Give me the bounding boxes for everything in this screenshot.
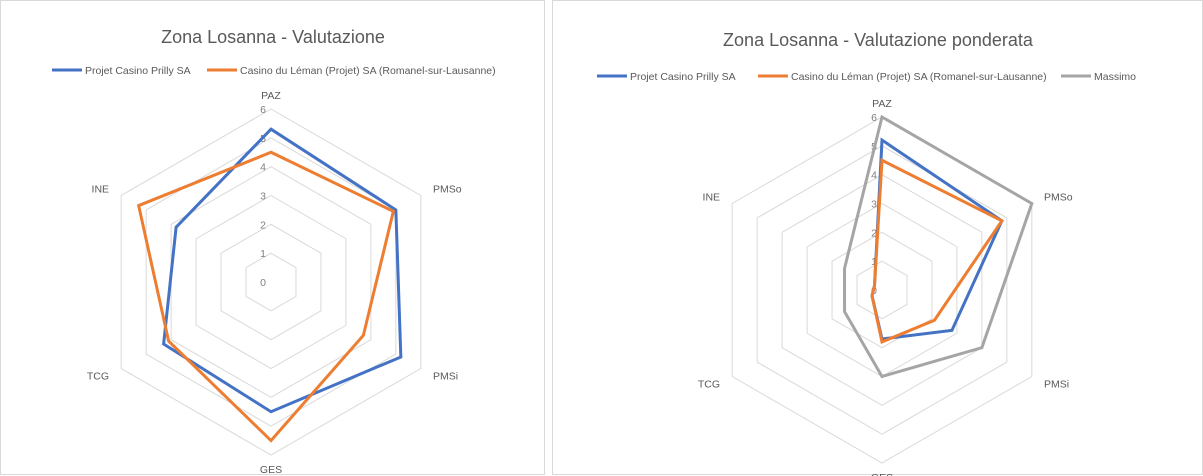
tick-label: 6 [871, 112, 877, 124]
tick-label: 4 [871, 170, 877, 182]
axis-label-pmso: PMSo [1044, 192, 1073, 204]
grid-ring-4 [170, 166, 372, 398]
radar-chart-panel-valutazione: Zona Losanna - Valutazione Projet Casino… [0, 0, 545, 476]
chart-legend: Projet Casino Prilly SA Casino du Léman … [52, 65, 496, 77]
grid-ring-2 [831, 231, 933, 349]
chart-title: Zona Losanna - Valutazione [161, 27, 385, 47]
axis-label-pmsi: PMSi [433, 371, 458, 383]
axis-label-tcg: TCG [87, 371, 109, 383]
tick-label: 1 [260, 248, 266, 260]
grid-ring-6 [120, 108, 422, 456]
radar-chart-valutazione: Zona Losanna - Valutazione Projet Casino… [52, 27, 496, 476]
tick-label: 1 [871, 256, 877, 268]
legend-label-massimo: Massimo [1094, 71, 1136, 83]
axis-label-paz: PAZ [872, 98, 892, 110]
grid-ring-5 [756, 145, 1008, 435]
radar-chart-panel-ponderata: Zona Losanna - Valutazione ponderata Pro… [552, 0, 1203, 476]
tick-label: 0 [260, 277, 266, 289]
grid-ring-5 [145, 137, 397, 427]
tick-label: 6 [260, 104, 266, 116]
radar-chart-valutazione-ponderata: Zona Losanna - Valutazione ponderata Pro… [597, 30, 1136, 476]
grid-ring-3 [195, 194, 347, 370]
series-line-casino-du-l-man-projet-sa-romanel-sur-lausanne [870, 157, 1005, 344]
grid-ring-1 [245, 252, 297, 312]
axis-label-ine: INE [92, 184, 110, 196]
series-line-massimo [843, 114, 1034, 379]
axis-label-pmso: PMSo [433, 184, 462, 196]
grid-ring-2 [220, 223, 322, 341]
legend-label-leman: Casino du Léman (Projet) SA (Romanel-sur… [240, 65, 496, 77]
tick-label: 4 [260, 162, 266, 174]
legend-label-prilly: Projet Casino Prilly SA [85, 65, 191, 77]
axis-label-ges: GES [260, 464, 282, 476]
axis-label-tcg: TCG [698, 379, 720, 391]
legend-label-prilly: Projet Casino Prilly SA [630, 71, 736, 83]
tick-label: 2 [871, 227, 877, 239]
chart-title: Zona Losanna - Valutazione ponderata [723, 30, 1034, 50]
grid-ring-4 [781, 174, 983, 406]
chart-legend: Projet Casino Prilly SA Casino du Léman … [597, 71, 1136, 83]
axis-label-paz: PAZ [261, 90, 281, 102]
series-line-casino-du-l-man-projet-sa-romanel-sur-lausanne [136, 150, 396, 443]
tick-label: 3 [260, 191, 266, 203]
tick-label: 3 [871, 199, 877, 211]
grid-ring-3 [806, 202, 958, 378]
axis-label-ine: INE [703, 192, 721, 204]
grid-ring-1 [856, 260, 908, 320]
series-line-projet-casino-prilly-sa [162, 127, 403, 414]
legend-label-leman: Casino du Léman (Projet) SA (Romanel-sur… [791, 71, 1047, 83]
axis-label-pmsi: PMSi [1044, 379, 1069, 391]
axis-label-ges: GES [871, 472, 893, 476]
tick-label: 2 [260, 219, 266, 231]
